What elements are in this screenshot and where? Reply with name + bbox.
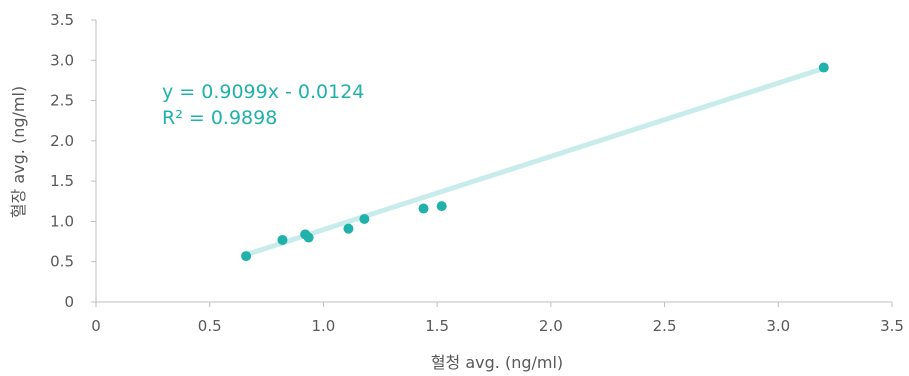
- data-point: [418, 203, 429, 214]
- y-tick-label: 2.0: [50, 132, 74, 150]
- trendline-path: [245, 66, 825, 257]
- data-point: [303, 232, 314, 243]
- data-point: [818, 62, 829, 73]
- y-tick-label: 1.5: [50, 172, 74, 190]
- trendline-r-squared: R² = 0.9898: [162, 107, 277, 129]
- data-points: [241, 62, 829, 262]
- x-tick-label: 1.0: [311, 317, 335, 335]
- data-point: [241, 251, 252, 262]
- y-tick-label: 2.5: [50, 92, 74, 110]
- x-tick-label: 0.5: [198, 317, 222, 335]
- x-axis: 0 0.5 1.0 1.5 2.0 2.5 3.0 3.5: [91, 301, 904, 335]
- trendline: [245, 66, 825, 257]
- y-tick-label: 0.5: [50, 253, 74, 271]
- x-axis-title: 혈청 avg. (ng/ml): [431, 353, 563, 372]
- x-tick-label: 3.0: [766, 317, 790, 335]
- y-tick-label: 3.5: [50, 11, 74, 29]
- y-axis: 0 0.5 1.0 1.5 2.0 2.5 3.0 3.5: [50, 11, 97, 311]
- data-point: [359, 214, 370, 225]
- y-axis-title: 혈장 avg. (ng/ml): [9, 86, 28, 218]
- x-tick-label: 1.5: [425, 317, 449, 335]
- data-point: [277, 234, 288, 245]
- x-tick-label: 3.5: [880, 317, 904, 335]
- y-tick-label: 3.0: [50, 51, 74, 69]
- x-tick-label: 2.5: [653, 317, 677, 335]
- x-tick-label: 0: [91, 317, 101, 335]
- x-tick-label: 2.0: [539, 317, 563, 335]
- y-tick-label: 1.0: [50, 212, 74, 230]
- data-point: [436, 201, 447, 212]
- trendline-equation: y = 0.9099x - 0.0124: [162, 81, 364, 103]
- y-tick-label: 0: [64, 293, 74, 311]
- data-point: [343, 223, 354, 234]
